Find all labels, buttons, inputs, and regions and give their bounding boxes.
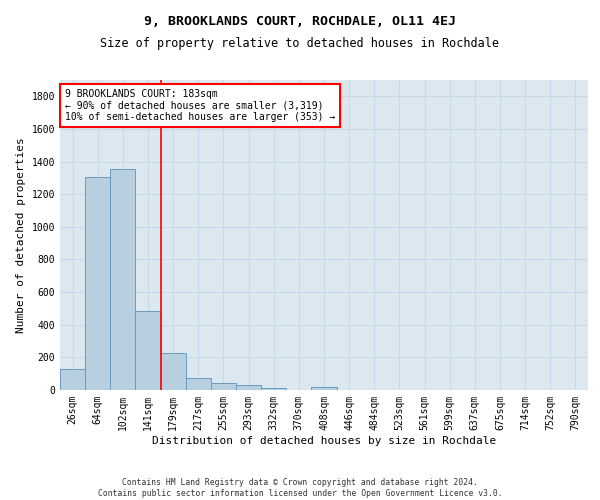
Bar — [236, 386, 261, 390]
Bar — [311, 386, 337, 390]
Bar — [186, 378, 211, 390]
Bar — [161, 354, 186, 390]
Text: 9, BROOKLANDS COURT, ROCHDALE, OL11 4EJ: 9, BROOKLANDS COURT, ROCHDALE, OL11 4EJ — [144, 15, 456, 28]
Text: 9 BROOKLANDS COURT: 183sqm
← 90% of detached houses are smaller (3,319)
10% of s: 9 BROOKLANDS COURT: 183sqm ← 90% of deta… — [65, 90, 335, 122]
Bar — [211, 382, 236, 390]
Y-axis label: Number of detached properties: Number of detached properties — [16, 137, 26, 333]
Text: Size of property relative to detached houses in Rochdale: Size of property relative to detached ho… — [101, 38, 499, 51]
Bar — [261, 388, 286, 390]
Bar — [60, 369, 85, 390]
Text: Contains HM Land Registry data © Crown copyright and database right 2024.
Contai: Contains HM Land Registry data © Crown c… — [98, 478, 502, 498]
Bar — [85, 177, 110, 390]
Bar — [136, 311, 161, 390]
X-axis label: Distribution of detached houses by size in Rochdale: Distribution of detached houses by size … — [152, 436, 496, 446]
Bar — [110, 169, 136, 390]
